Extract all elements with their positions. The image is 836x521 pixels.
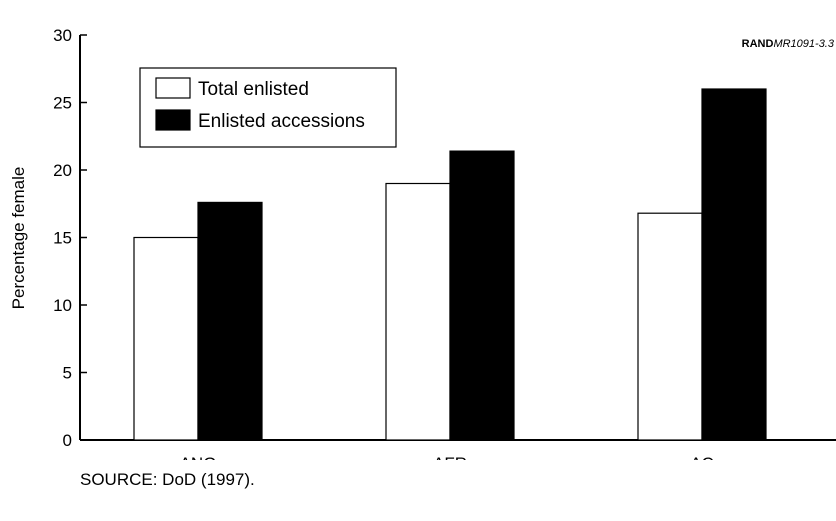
legend-label-enlisted-accessions: Enlisted accessions: [198, 111, 365, 132]
bar-ac-enlisted-accessions: [701, 88, 767, 441]
y-tick-label: 0: [63, 431, 72, 450]
report-id: RANDMR1091-3.3: [742, 38, 834, 50]
y-tick-labels: 0 5 10 15 20 25 30: [53, 26, 72, 450]
legend-label-total-enlisted: Total enlisted: [198, 79, 309, 100]
report-id-brand: RAND: [741, 38, 774, 50]
legend: Total enlisted Enlisted accessions: [139, 67, 397, 148]
bar-afr-enlisted-accessions: [449, 150, 515, 441]
y-axis-label: Percentage female: [9, 167, 28, 310]
x-tick-label: AFR: [433, 454, 467, 460]
y-tick-label: 30: [53, 26, 72, 45]
report-id-code: MR1091-3.3: [773, 38, 834, 50]
y-tick-label: 15: [53, 229, 72, 248]
x-tick-label: AC: [690, 454, 714, 460]
y-tick-label: 10: [53, 296, 72, 315]
bar-ac-total-enlisted: [637, 212, 703, 441]
legend-swatch-total-enlisted: [155, 77, 191, 99]
y-tick-label: 5: [63, 364, 72, 383]
bar-ang-enlisted-accessions: [197, 201, 263, 441]
source-note: SOURCE: DoD (1997).: [80, 470, 255, 489]
legend-swatch-enlisted-accessions: [155, 109, 191, 131]
y-tick-label: 25: [53, 94, 72, 113]
x-tick-labels: ANG AFR AC: [180, 454, 714, 460]
bar-afr-total-enlisted: [385, 182, 451, 441]
bar-ang-total-enlisted: [133, 236, 199, 441]
y-tick-label: 20: [53, 161, 72, 180]
x-tick-label: ANG: [180, 454, 217, 460]
bars: [133, 88, 767, 441]
